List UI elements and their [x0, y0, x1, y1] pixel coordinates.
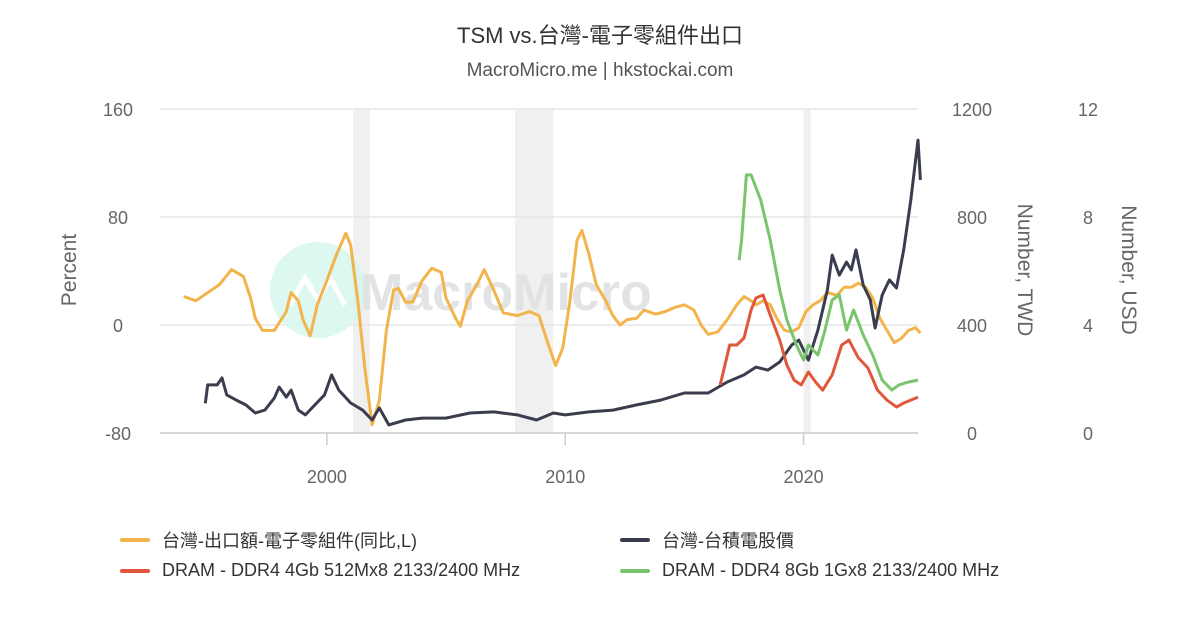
legend-label: DRAM - DDR4 4Gb 512Mx8 2133/2400 MHz [162, 560, 521, 580]
recession-band [515, 109, 554, 433]
y-twd-tick-label: 1200 [952, 100, 992, 120]
chart-title: TSM vs.台灣-電子零組件出口 [457, 23, 743, 48]
y-usd-axis-label: Number, USD [1117, 205, 1140, 335]
legend-item[interactable]: DRAM - DDR4 8Gb 1Gx8 2133/2400 MHz [620, 560, 999, 581]
y-usd-tick-label: 4 [1083, 316, 1093, 336]
y-twd-axis-label: Number, TWD [1013, 204, 1036, 337]
legend-label: 台灣-出口額-電子零組件(同比,L) [162, 531, 417, 551]
legend-swatch [120, 538, 150, 542]
y-left-tick-label: -80 [105, 424, 131, 444]
y-usd-tick-label: 12 [1078, 100, 1098, 120]
y-twd-tick-label: 400 [957, 316, 987, 336]
legend-label: DRAM - DDR4 8Gb 1Gx8 2133/2400 MHz [662, 560, 1000, 580]
recession-band [803, 109, 811, 433]
y-left-tick-label: 80 [108, 208, 128, 228]
legend-swatch [620, 538, 650, 542]
legend-swatch [120, 568, 150, 573]
x-tick-label: 2000 [307, 467, 347, 487]
y-left-tick-label: 160 [103, 100, 133, 120]
series-line-2 [718, 293, 919, 409]
y-left-axis-label: Percent [58, 234, 81, 307]
series-line-1 [203, 138, 922, 427]
y-twd-tick-label: 0 [967, 424, 977, 444]
y-usd-tick-label: 8 [1083, 208, 1093, 228]
legend-item[interactable]: 台灣-出口額-電子零組件(同比,L) [120, 527, 417, 553]
series-line-3 [737, 173, 919, 392]
y-left-tick-label: 0 [113, 316, 123, 336]
y-usd-tick-label: 0 [1083, 424, 1093, 444]
legend-item[interactable]: DRAM - DDR4 4Gb 512Mx8 2133/2400 MHz [120, 560, 520, 581]
legend-label: 台灣-台積電股價 [662, 531, 794, 551]
x-tick-label: 2020 [784, 467, 824, 487]
x-tick-label: 2010 [545, 467, 585, 487]
legend-swatch [620, 568, 650, 573]
y-twd-tick-label: 800 [957, 208, 987, 228]
chart-subtitle: MacroMicro.me | hkstockai.com [466, 60, 734, 81]
legend-item[interactable]: 台灣-台積電股價 [620, 527, 794, 553]
series-line-0 [183, 229, 922, 427]
